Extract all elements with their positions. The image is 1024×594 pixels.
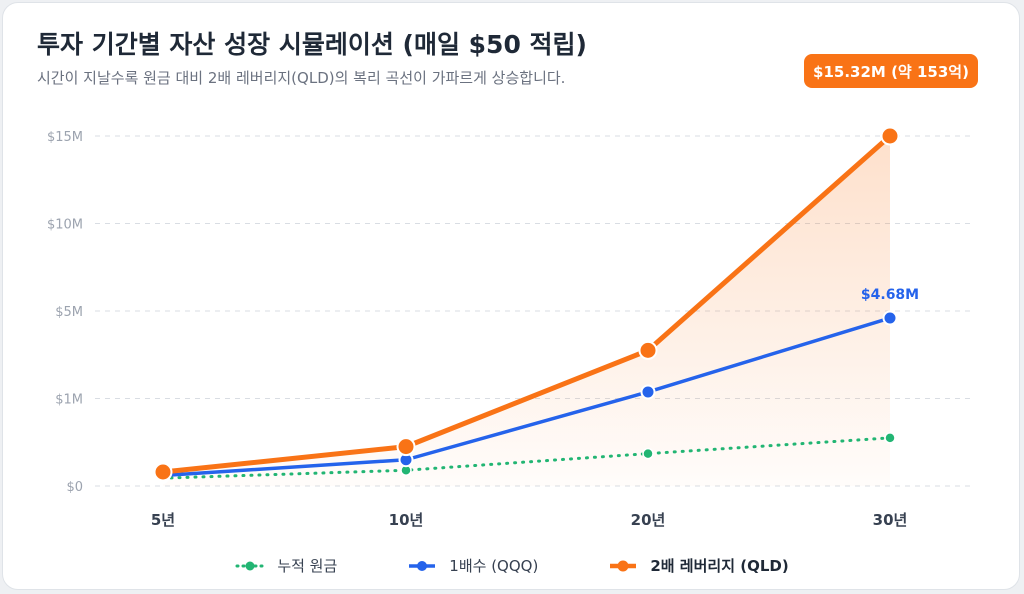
legend-item-qqq: 1배수 (QQQ) — [407, 555, 538, 576]
data-point-principal — [642, 447, 654, 460]
legend-label-qld: 2배 레버리지 (QLD) — [650, 557, 789, 575]
data-point-qld — [396, 437, 416, 457]
y-tick-label: $1M — [55, 393, 83, 408]
qqq-end-label: $4.68M — [861, 287, 919, 303]
x-tick-label: 20년 — [631, 511, 666, 529]
series-line-qqq — [161, 316, 892, 478]
legend-swatch-qld — [610, 560, 637, 571]
y-tick-label: $15M — [47, 130, 83, 145]
data-point-qqq — [882, 310, 898, 326]
qld-end-badge — [804, 54, 978, 88]
chart-title: 투자 기간별 자산 성장 시뮬레이션 (매일 $50 적립) — [37, 30, 587, 59]
legend-swatch-qqq — [409, 560, 436, 571]
y-tick-label: $0 — [66, 480, 83, 495]
line-chart: $0 $1M $5M $10M $15M 5년 10년 20년 30년 $4.68M $15.32… — [47, 54, 978, 529]
data-point-qqq — [640, 384, 656, 400]
qld-end-label: $15.32M (약 153억) — [813, 63, 969, 81]
y-tick-label: $5M — [55, 305, 83, 320]
series-line-principal — [161, 436, 892, 480]
legend-item-qld: 2배 레버리지 (QLD) — [608, 555, 789, 576]
x-tick-label: 5년 — [151, 511, 175, 529]
chart-subtitle: 시간이 지날수록 원금 대비 2배 레버리지(QLD)의 복리 곡선이 가파르게… — [37, 69, 566, 87]
y-tick-label: $10M — [47, 218, 83, 233]
data-point-qld — [880, 126, 900, 146]
series-line-qld — [160, 133, 893, 475]
legend-label-qqq: 1배수 (QQQ) — [449, 557, 539, 575]
data-point-principal — [884, 432, 896, 444]
x-tick-label: 10년 — [389, 511, 424, 529]
legend-swatch-principal — [235, 561, 265, 570]
data-point-qld — [638, 340, 658, 360]
legend-label-principal: 누적 원금 — [277, 557, 338, 575]
legend-item-principal: 누적 원금 — [235, 555, 337, 576]
chart-legend: 누적 원금 1배수 (QQQ) 2배 레버리지 (QLD) — [3, 555, 1021, 576]
data-point-qld — [153, 462, 173, 482]
x-tick-label: 30년 — [873, 511, 908, 529]
series-area-qld — [163, 136, 890, 486]
